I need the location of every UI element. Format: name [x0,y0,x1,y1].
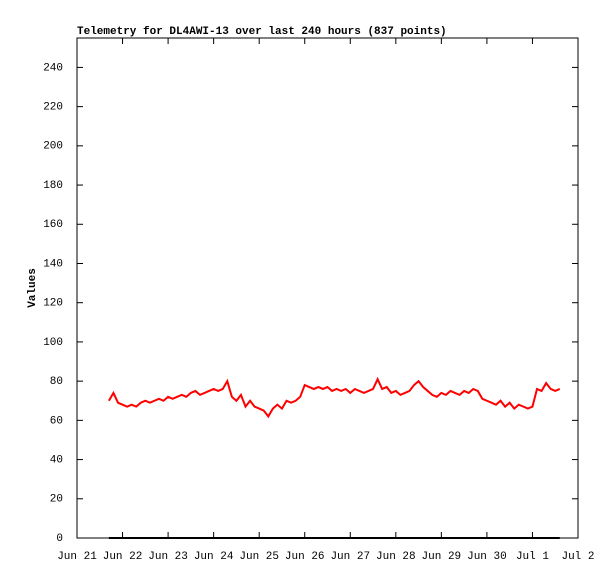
y-tick-label: 80 [50,376,63,388]
x-tick-label: Jun 30 [467,551,507,563]
y-tick-label: 60 [50,415,63,427]
y-tick-label: 0 [56,533,63,545]
y-tick-label: 20 [50,494,63,506]
x-tick-label: Jul 1 [516,551,549,563]
y-tick-label: 40 [50,454,63,466]
x-tick-label: Jun 29 [422,551,462,563]
chart-title: Telemetry for DL4AWI-13 over last 240 ho… [77,26,447,38]
y-tick-label: 180 [43,180,63,192]
x-tick-label: Jun 23 [148,551,188,563]
y-axis-label: Values [27,268,39,308]
x-tick-label: Jul 2 [561,551,594,563]
x-tick-label: Jun 25 [239,551,279,563]
y-tick-label: 200 [43,141,63,153]
y-tick-label: 140 [43,258,63,270]
data-line [108,376,561,419]
x-tick-label: Jun 28 [376,551,416,563]
x-tick-label: Jun 22 [103,551,143,563]
x-tick-label: Jun 27 [330,551,370,563]
x-tick-label: Jun 26 [285,551,325,563]
y-tick-label: 120 [43,298,63,310]
y-tick-label: 100 [43,337,63,349]
plot-frame [76,37,579,539]
x-tick-label: Jun 21 [57,551,97,563]
y-tick-label: 240 [43,62,63,74]
x-tick-label: Jun 24 [194,551,234,563]
y-tick-label: 160 [43,219,63,231]
y-tick-label: 220 [43,102,63,114]
